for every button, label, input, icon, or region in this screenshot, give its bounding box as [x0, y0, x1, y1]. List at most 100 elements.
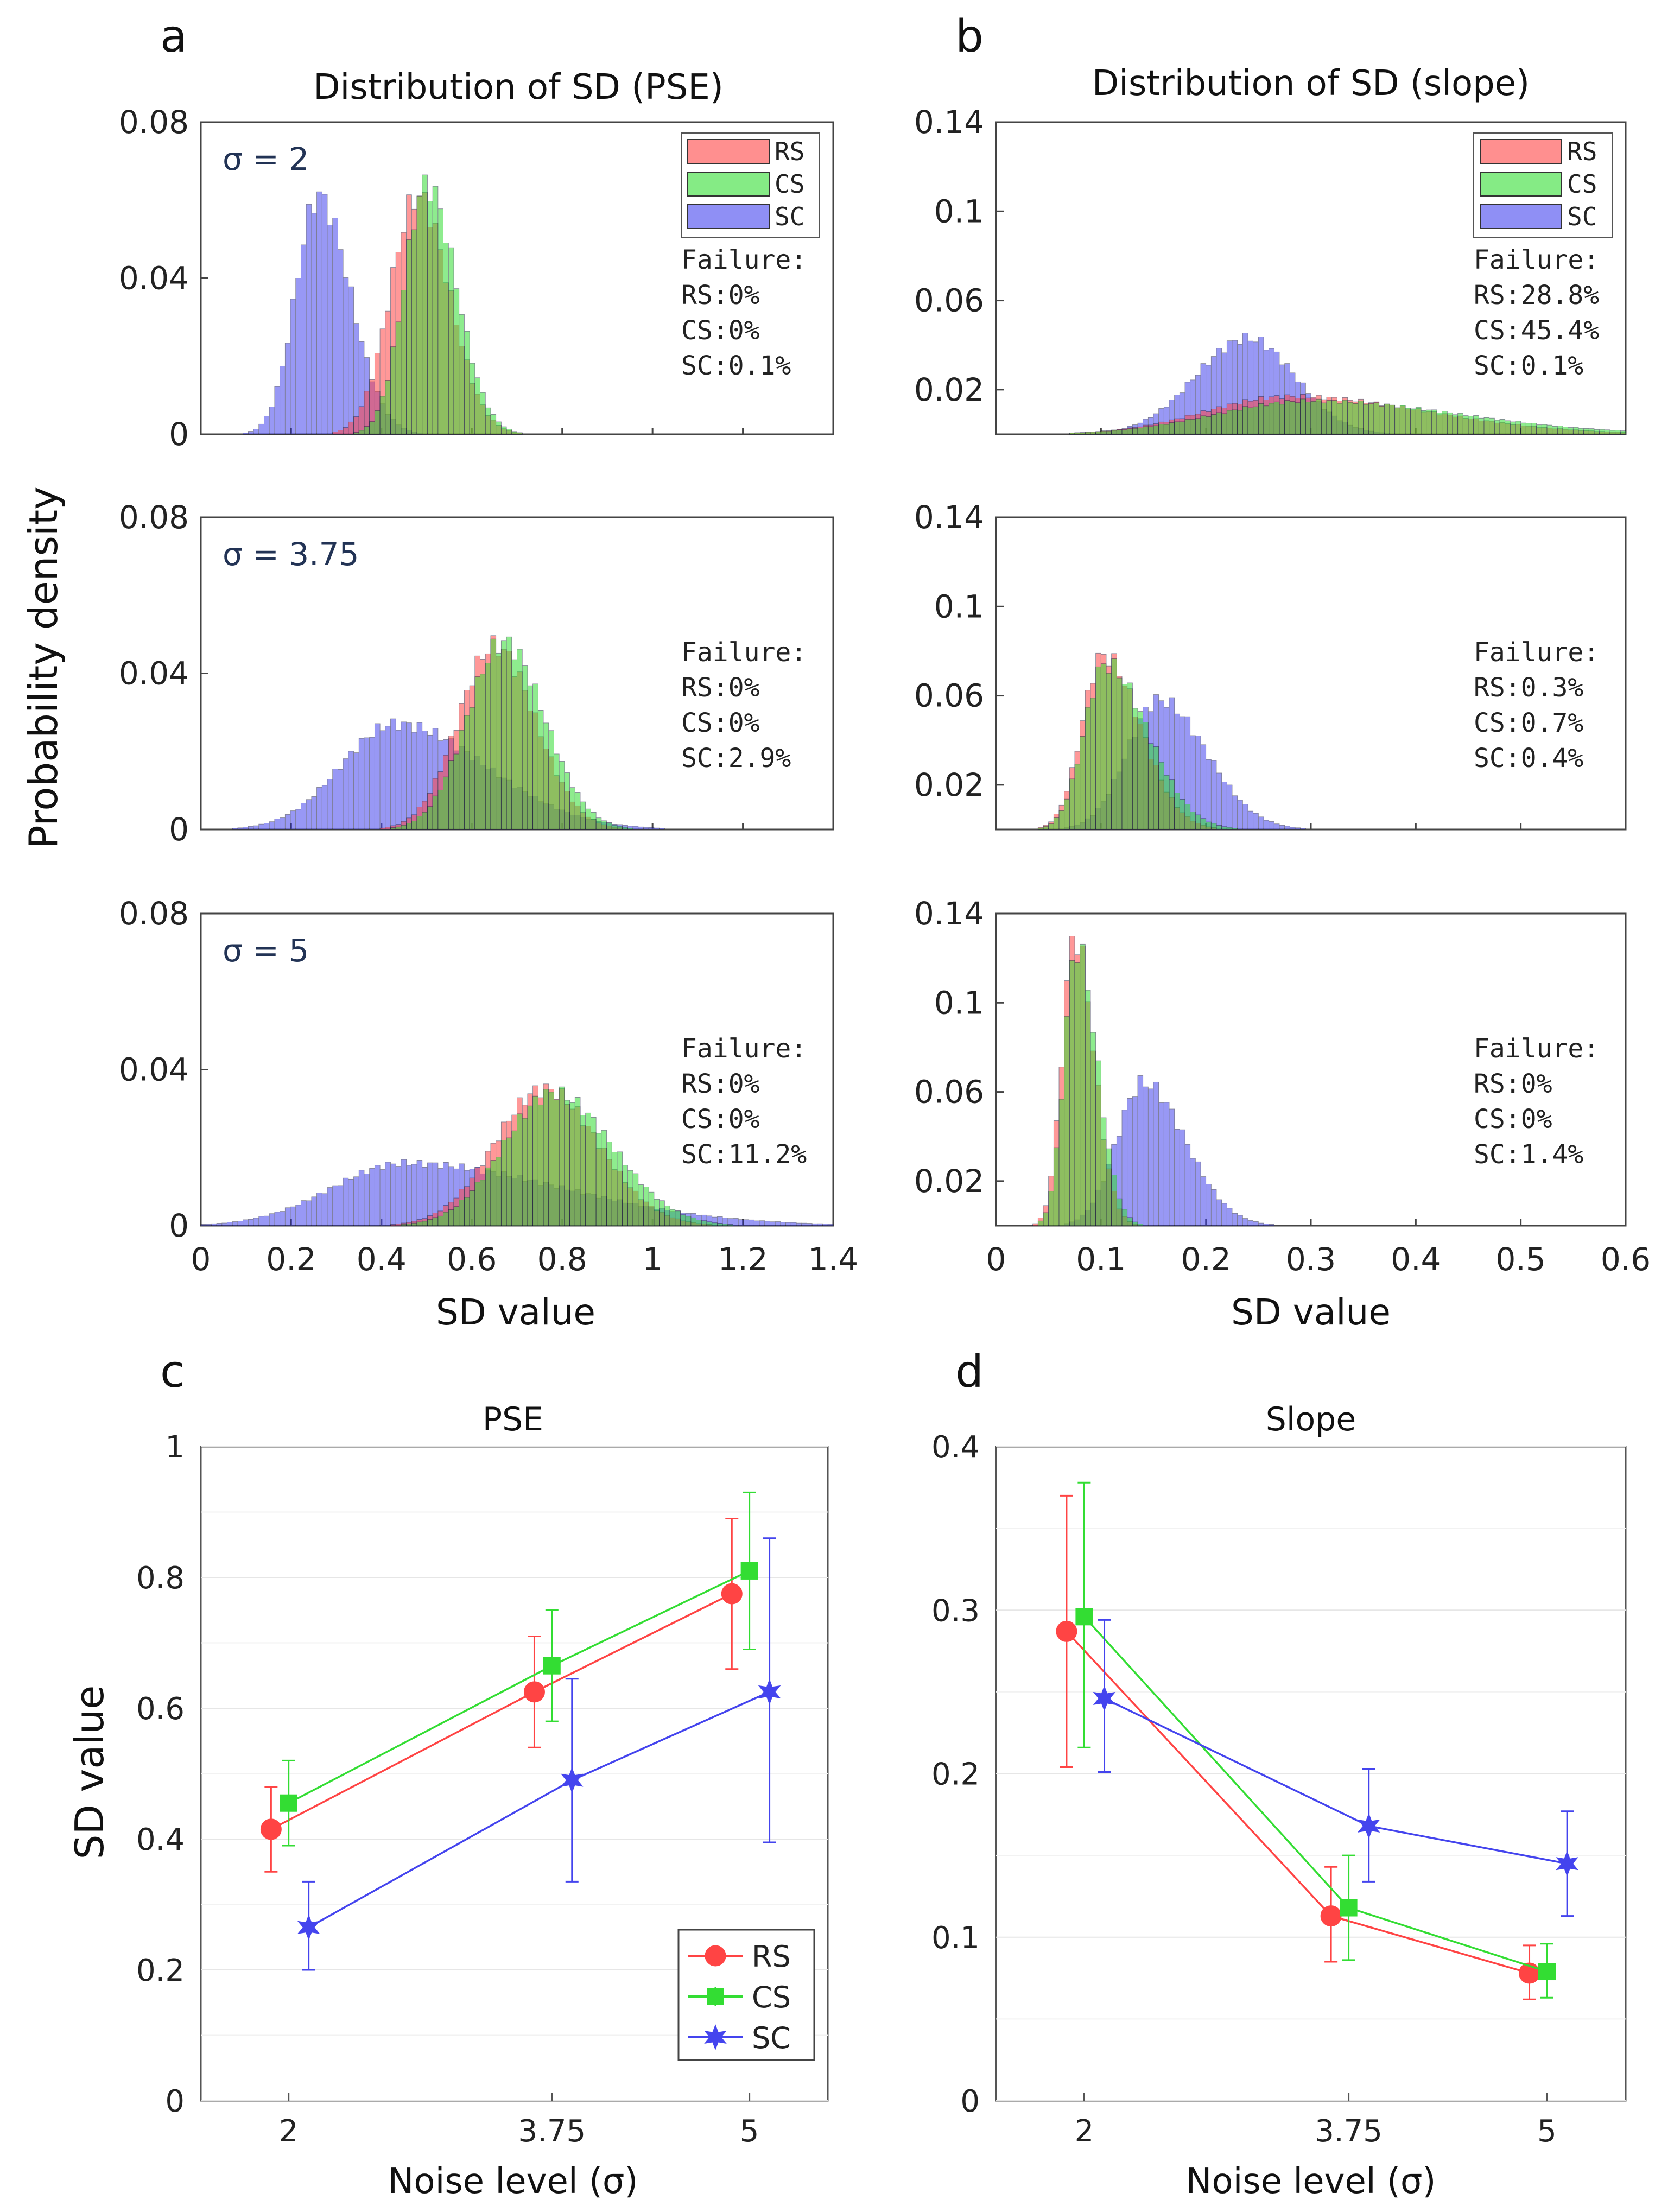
- hist-bar-CS: [416, 1221, 423, 1226]
- hist-bar-CS: [1562, 427, 1569, 435]
- failure-rate-sc: SC:11.2%: [681, 1139, 807, 1170]
- hist-bar-CS: [485, 663, 491, 830]
- hist-bar-SC: [1273, 823, 1280, 830]
- hist-bar-CS: [1143, 722, 1149, 830]
- hist-a-ytick-label: 0.04: [119, 1051, 189, 1088]
- hist-bar-SC: [269, 407, 275, 435]
- hist-bar-CS: [664, 1205, 670, 1226]
- hist-bar-CS: [401, 825, 407, 830]
- hist-bar-CS: [554, 753, 560, 830]
- hist-bar-CS: [606, 1142, 612, 1226]
- data-point-rs: [1320, 1905, 1342, 1927]
- hist-bar-CS: [1074, 962, 1081, 1226]
- hist-bar-CS: [1525, 423, 1532, 435]
- hist-bar-CS: [1090, 698, 1096, 830]
- hist-a-xtick-label: 1.2: [718, 1241, 768, 1278]
- hist-bar-CS: [1106, 673, 1112, 830]
- hist-bar-CS: [1048, 1191, 1054, 1226]
- hist-bar-SC: [1127, 1098, 1133, 1226]
- hist-bar-CS: [548, 730, 554, 830]
- hist-bar-CS: [459, 1200, 465, 1226]
- hist-bar-CS: [1037, 827, 1044, 830]
- hist-bar-CS: [1116, 429, 1123, 435]
- hist-a-series-CS: [353, 174, 523, 435]
- hist-bar-CS: [511, 659, 517, 830]
- hist-bar-SC: [1195, 1161, 1201, 1226]
- failure-rate-sc: SC:0.4%: [1474, 743, 1583, 774]
- line-c-ytick-label: 0.4: [136, 1822, 185, 1858]
- hist-bar-CS: [1389, 404, 1396, 435]
- hist-bar-CS: [1058, 1099, 1065, 1226]
- hist-bar-CS: [1179, 799, 1185, 830]
- line-legend-label-sc: SC: [752, 2021, 791, 2055]
- hist-bar-CS: [485, 1167, 491, 1226]
- legend-label-rs: RS: [1567, 137, 1597, 166]
- hist-bar-SC: [264, 823, 270, 830]
- hist-bar-CS: [1226, 827, 1233, 830]
- hist-bar-CS: [1431, 409, 1437, 435]
- line-d-xtick-label: 2: [1075, 2114, 1094, 2149]
- hist-bar-SC: [1279, 825, 1285, 830]
- hist-bar-CS: [1132, 1221, 1138, 1226]
- hist-bar-SC: [811, 1223, 818, 1226]
- hist-bar-CS: [1253, 406, 1259, 435]
- hist-bar-SC: [1253, 813, 1259, 830]
- hist-bar-SC: [1295, 827, 1301, 830]
- hist-bar-SC: [1226, 1208, 1233, 1226]
- hist-bar-CS: [1384, 404, 1390, 435]
- hist-bar-CS: [1347, 402, 1353, 435]
- hist-bar-CS: [638, 1184, 644, 1226]
- hist-bar-CS: [543, 1089, 549, 1226]
- hist-a-ytick-label: 0.04: [119, 655, 189, 692]
- hist-bar-CS: [1111, 658, 1117, 830]
- hist-bar-CS: [1599, 429, 1605, 435]
- hist-bar-SC: [1132, 1096, 1138, 1226]
- hist-bar-SC: [1221, 1203, 1227, 1226]
- hist-bar-CS: [1604, 429, 1610, 435]
- hist-bar-CS: [1279, 404, 1285, 435]
- hist-bar-CS: [1116, 677, 1123, 830]
- hist-bar-CS: [696, 1220, 702, 1226]
- hist-bar-SC: [348, 1178, 354, 1226]
- hist-bar-CS: [1331, 400, 1337, 435]
- hist-bar-SC: [321, 194, 328, 435]
- hist-bar-SC: [1190, 1158, 1196, 1226]
- hist-bar-SC: [638, 826, 644, 830]
- hist-bar-SC: [1284, 826, 1290, 830]
- hist-bar-RS: [343, 427, 349, 435]
- hist-bar-SC: [280, 365, 286, 435]
- hist-bar-CS: [1190, 419, 1196, 435]
- line-d-xtick-label: 3.75: [1315, 2114, 1383, 2149]
- hist-bar-CS: [464, 1197, 470, 1226]
- hist-bar-SC: [243, 433, 249, 435]
- data-point-cs: [740, 1562, 758, 1580]
- hist-bar-SC: [290, 810, 296, 830]
- hist-bar-SC: [422, 1167, 428, 1226]
- hist-bar-CS: [559, 761, 565, 830]
- hist-bar-SC: [411, 1164, 417, 1226]
- hist-bar-CS: [1137, 428, 1144, 435]
- hist-bar-CS: [1127, 428, 1133, 435]
- hist-bar-CS: [1536, 424, 1542, 435]
- hist-bar-RS: [338, 430, 344, 435]
- hist-bar-SC: [253, 1218, 259, 1226]
- hist-b-series-SC: [1064, 1075, 1274, 1226]
- hist-bar-SC: [248, 431, 254, 435]
- hist-bar-SC: [770, 1221, 776, 1226]
- hist-bar-CS: [1053, 1147, 1060, 1226]
- failure-rate-rs: RS:0%: [1474, 1069, 1552, 1099]
- hist-bar-CS: [427, 201, 433, 435]
- hist-bar-CS: [422, 1221, 428, 1226]
- hist-bar-CS: [1300, 398, 1306, 435]
- hist-bar-SC: [401, 1159, 407, 1226]
- data-point-rs: [260, 1818, 282, 1840]
- hist-b-ytick-label: 0.06: [914, 677, 984, 714]
- data-point-cs: [1538, 1963, 1556, 1981]
- hist-b-ytick-label: 0.02: [914, 1163, 984, 1200]
- hist-bar-CS: [506, 429, 512, 435]
- hist-bar-CS: [1221, 413, 1227, 435]
- panel-label-c: c: [160, 1346, 185, 1398]
- hist-bar-CS: [443, 243, 449, 435]
- hist-bar-RS: [348, 421, 354, 435]
- panel-b-x-axis-label: SD value: [1231, 1291, 1391, 1333]
